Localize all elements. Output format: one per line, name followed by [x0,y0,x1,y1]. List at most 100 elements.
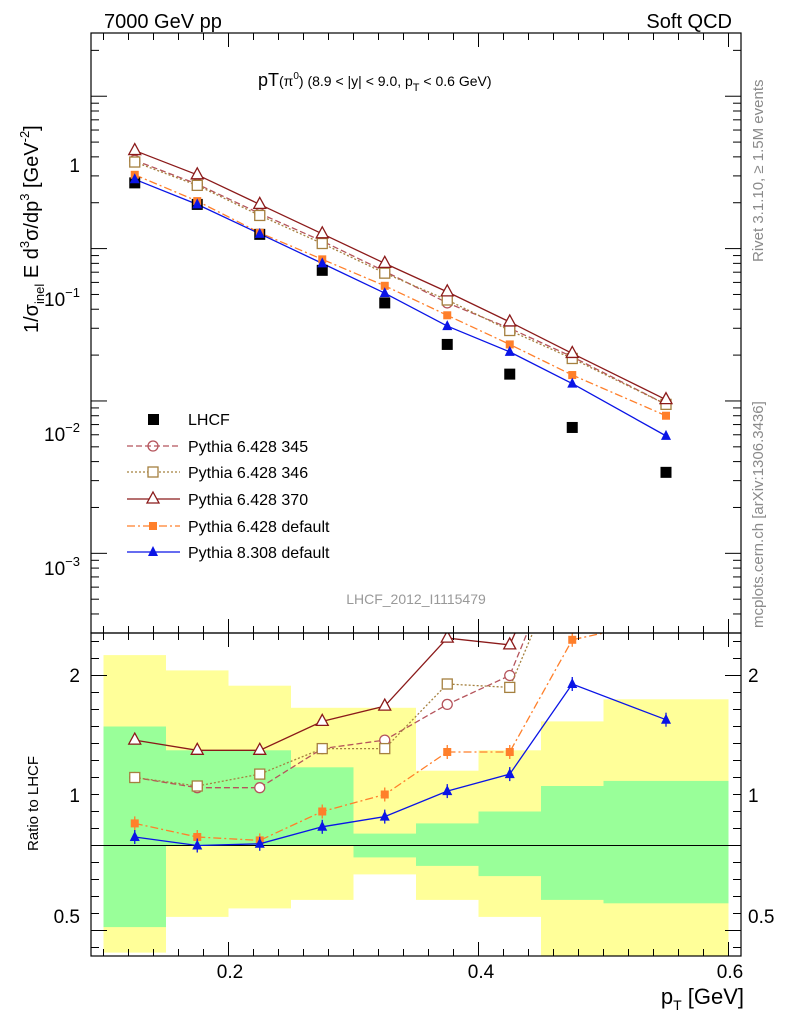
legend-marker-lhcf [148,414,159,425]
main-y-axis-label: 1/σinel E d3σ/dp3 [GeV-2] [17,125,47,333]
legend-label-pythia-6-default: Pythia 6.428 default [188,519,330,536]
main-point-pythia-8-308-default-8 [567,377,578,388]
ratio-point-pythia-6-428-346-5 [379,742,391,755]
main-point-pythia-6-428-346-3 [254,209,266,222]
main-point-pythia-8-308-default-6 [442,320,453,331]
main-point-pythia-6-428-346-2 [191,179,203,192]
legend-entry-pythia-345: Pythia 6.428 345 [127,439,308,456]
ratio-point-pythia-6-428-346-3 [254,768,266,780]
ratio-point-pythia-8-308-default-8 [567,678,578,688]
legend-label-lhcf: LHCF [188,412,230,429]
ratio-point-pythia-6-428-345-3 [254,782,266,794]
main-y-tick-label-1: 1 [69,156,80,177]
main-point-lhcf-6 [441,338,453,350]
ratio-point-pythia-6-428-default-5 [380,790,389,799]
ratio-point-pythia-8-308-default-5 [379,810,390,821]
legend-label-pythia-346: Pythia 6.428 346 [188,465,308,482]
ratio-y-tick-label-right-1: 1 [748,786,759,807]
legend-entry-pythia-8-default: Pythia 8.308 default [127,545,330,562]
ratio-point-pythia-6-428-346-1 [129,771,141,784]
legend-marker-pythia-8-default [148,546,158,556]
legend-entry-pythia-346: Pythia 6.428 346 [127,465,308,482]
main-point-pythia-8-308-default-2 [192,198,203,209]
ratio-point-pythia-6-428-370-5 [377,697,392,711]
main-point-pythia-6-428-default-9 [662,411,670,420]
main-point-pythia-6-428-default-5 [380,281,389,290]
main-point-pythia-6-428-370-3 [252,196,267,210]
main-line-pythia-6-428-default [134,174,667,417]
main-point-pythia-6-428-370-2 [190,166,205,180]
energy-label: 7000 GeV pp [104,11,222,33]
ratio-point-pythia-8-308-default-2 [192,839,203,850]
legend-entry-lhcf: LHCF [148,412,230,429]
ratio-point-pythia-6-428-370-7 [502,636,517,650]
main-point-pythia-6-428-346-5 [379,267,391,279]
ratio-y-tick-label-left-2: 2 [69,666,80,687]
ratio-point-pythia-6-428-346-4 [316,742,328,755]
ratio-point-pythia-6-428-370-9 [660,499,672,510]
ratio-point-pythia-6-428-default-7 [505,748,514,756]
main-line-pythia-6-428-346 [134,161,667,405]
green-band-bin-3 [228,750,291,846]
green-band-bin-6 [416,823,479,866]
main-point-lhcf-9 [660,466,672,478]
legend-label-pythia-345: Pythia 6.428 345 [188,439,308,456]
main-point-pythia-8-308-default-7 [504,345,515,356]
main-point-pythia-6-428-default-6 [443,311,452,320]
main-series [127,142,674,478]
main-point-lhcf-5 [379,297,391,309]
ratio-point-pythia-6-428-346-7 [504,681,516,694]
main-y-tick-label-0.1: 10−1 [44,285,80,311]
ratio-y-tick-label-right-0.5: 0.5 [748,907,774,928]
ratio-point-pythia-6-428-346-8 [567,535,577,545]
main-plot-title: pT(π0) (8.9 < |y| < 9.0, pT < 0.6 GeV) [258,70,492,94]
legend-marker-pythia-6-default [149,522,157,530]
main-y-tick-label-0.01: 10−2 [44,420,80,446]
axes [90,32,742,957]
green-band-bin-2 [166,750,229,846]
ratio-point-pythia-6-428-346-9 [661,535,671,545]
legend-marker-pythia-346 [147,466,159,478]
green-band-bin-8 [541,786,604,900]
ratio-point-pythia-6-428-346-2 [191,780,203,792]
main-point-pythia-6-428-370-8 [565,345,580,359]
x-tick-label-0.2: 0.2 [217,962,243,983]
ratio-point-pythia-8-308-default-1 [129,831,140,841]
main-point-pythia-6-428-370-7 [502,313,517,327]
main-y-tick-label-0.001: 10−3 [44,554,80,580]
ratio-point-pythia-6-428-370-8 [566,499,578,510]
process-label: Soft QCD [646,11,732,33]
ratio-point-pythia-6-428-370-2 [190,741,205,755]
green-band-bin-9 [603,780,729,904]
main-point-pythia-8-308-default-3 [254,227,265,238]
main-plot-frame [90,32,742,634]
main-point-pythia-8-308-default-1 [129,173,140,184]
main-line-pythia-6-428-345 [134,159,667,405]
main-point-lhcf-4 [316,264,328,276]
ratio-point-pythia-6-428-default-6 [443,748,452,756]
main-point-pythia-6-428-default-7 [505,340,514,349]
legend-label-pythia-8-default: Pythia 8.308 default [188,545,330,562]
main-point-pythia-6-428-370-5 [377,255,392,269]
ratio-point-pythia-6-428-default-4 [318,807,327,816]
main-point-pythia-6-428-346-4 [316,237,328,250]
legend-entry-pythia-370: Pythia 6.428 370 [127,490,308,509]
x-tick-label-0.4: 0.4 [468,962,495,983]
main-point-pythia-6-428-370-1 [127,142,142,156]
main-point-pythia-6-428-370-9 [658,391,674,405]
ratio-point-pythia-8-308-default-9 [661,713,671,724]
main-point-pythia-6-428-346-7 [504,324,516,337]
ratio-point-pythia-8-308-default-4 [317,820,328,831]
ratio-point-pythia-6-428-345-7 [504,669,516,682]
ratio-point-pythia-8-308-default-3 [254,837,265,848]
ratio-point-pythia-6-428-370-4 [315,713,330,727]
main-line-pythia-8-308-default [134,178,667,437]
main-point-pythia-6-428-370-6 [440,283,455,297]
ratio-y-tick-label-right-2: 2 [748,666,759,687]
legend: LHCF Pythia 6.428 345 Pythia 6.428 346 P… [127,412,330,562]
source-label: mcplots.cern.ch [arXiv:1306.3436] [750,401,767,628]
ratio-point-pythia-6-428-346-6 [441,678,453,690]
ratio-point-pythia-6-428-default-2 [193,833,202,841]
ratio-point-pythia-8-308-default-7 [504,768,515,779]
